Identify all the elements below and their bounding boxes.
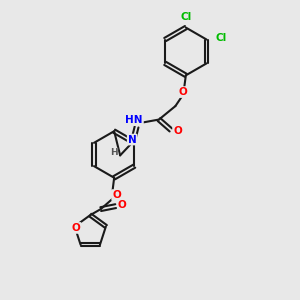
- Text: O: O: [112, 190, 121, 200]
- Text: O: O: [178, 87, 187, 97]
- Text: H: H: [110, 148, 117, 158]
- Text: HN: HN: [125, 115, 143, 125]
- Text: O: O: [173, 127, 182, 136]
- Text: O: O: [118, 200, 127, 210]
- Text: O: O: [72, 223, 80, 233]
- Text: Cl: Cl: [215, 33, 226, 43]
- Text: Cl: Cl: [180, 12, 191, 22]
- Text: N: N: [128, 134, 136, 145]
